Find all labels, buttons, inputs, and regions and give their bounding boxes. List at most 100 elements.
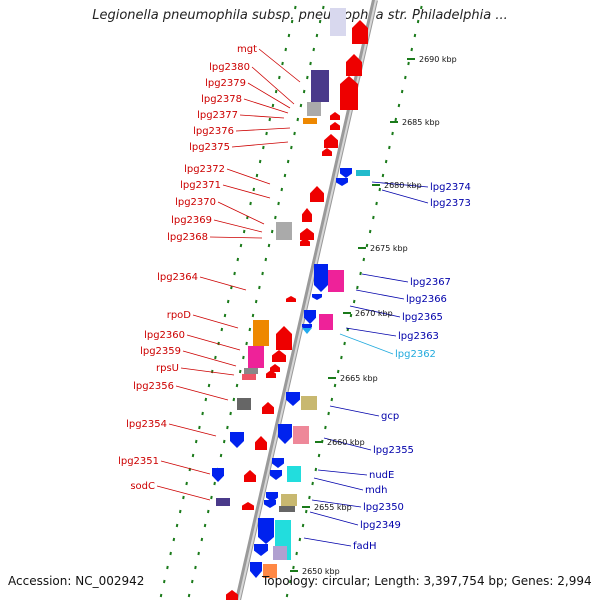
gene-label: lpg2364 — [157, 272, 198, 283]
tick-mark — [284, 47, 288, 52]
leader-line — [180, 367, 235, 376]
tick-mark — [251, 313, 255, 318]
tick-mark — [210, 495, 213, 500]
gene-arrow — [266, 492, 278, 502]
gene-box — [276, 222, 292, 240]
tick-mark — [301, 523, 305, 528]
tick-mark — [306, 75, 309, 80]
gene-arrow — [258, 518, 274, 544]
tick-mark — [226, 425, 229, 430]
gene-box — [279, 506, 295, 512]
tick-mark — [359, 271, 362, 276]
leader-line — [303, 537, 352, 547]
tick-mark — [245, 341, 248, 346]
tick-mark — [304, 509, 308, 514]
gene-arrow — [270, 470, 282, 480]
gene-label: lpg2370 — [175, 197, 216, 208]
tick-mark — [207, 383, 211, 388]
gene-label: rpoD — [167, 310, 192, 321]
gene-label: lpg2377 — [197, 110, 238, 121]
tick-mark — [200, 537, 204, 542]
tick-mark — [213, 481, 216, 486]
leader-line — [251, 66, 295, 105]
gene-arrow — [330, 112, 340, 120]
gene-label: lpg2367 — [410, 277, 451, 288]
leader-lines — [156, 48, 429, 547]
gene-arrow — [286, 392, 300, 406]
leader-line — [329, 405, 380, 417]
tick-mark — [362, 257, 366, 262]
tick-mark — [204, 397, 208, 402]
tick-mark — [239, 243, 243, 248]
gene-box — [303, 118, 317, 124]
kbp-mark: 2670 kbp — [355, 309, 393, 318]
tick-mark — [410, 47, 414, 52]
kbp-mark: 2660 kbp — [327, 438, 365, 447]
tick-mark — [324, 425, 327, 430]
tick-mark — [185, 481, 188, 486]
tick-mark — [404, 75, 407, 80]
tick-mark — [191, 453, 195, 458]
tick-mark — [311, 481, 314, 486]
gene-box — [248, 346, 264, 368]
tick-mark — [314, 467, 318, 472]
tick-mark — [182, 495, 185, 500]
tick-mark — [236, 257, 240, 262]
gene-label: lpg2350 — [363, 502, 404, 513]
leader-line — [339, 333, 394, 355]
leader-line — [345, 327, 397, 337]
gene-arrow — [330, 122, 340, 130]
leader-line — [258, 48, 301, 83]
tick-mark — [340, 355, 343, 360]
leader-line — [355, 289, 405, 300]
tick-mark — [229, 411, 232, 416]
tick-mark — [293, 131, 296, 136]
accession-label: Accession: NC_002942 — [8, 574, 145, 588]
gene-box — [237, 398, 251, 410]
gene-arrow — [310, 186, 324, 202]
gene-label: gcp — [381, 411, 399, 422]
leader-line — [235, 127, 291, 132]
leader-line — [239, 114, 285, 119]
tick-mark — [336, 369, 340, 374]
gene-label: fadH — [353, 541, 377, 552]
gene-arrow — [302, 328, 312, 334]
tick-mark — [233, 271, 236, 276]
gene-arrow — [230, 432, 244, 448]
kbp-mark: 2665 kbp — [340, 374, 378, 383]
tick-mark — [296, 117, 300, 122]
tick-mark — [194, 565, 197, 570]
gene-label: lpg2374 — [430, 182, 471, 193]
gene-arrow — [304, 310, 316, 324]
tick-mark — [397, 103, 401, 108]
leader-line — [309, 511, 359, 526]
tick-mark — [378, 187, 382, 192]
tick-mark — [190, 579, 194, 584]
tick-mark — [258, 285, 261, 290]
tick-mark — [298, 537, 302, 542]
tick-mark — [222, 439, 226, 444]
gene-label: mdh — [365, 485, 387, 496]
tick-mark — [201, 411, 204, 416]
gene-label: lpg2380 — [209, 62, 250, 73]
leader-line — [311, 499, 362, 508]
leader-line — [217, 201, 265, 225]
tick-mark — [416, 19, 420, 24]
tick-mark — [280, 187, 284, 192]
tick-mark — [309, 61, 312, 66]
tick-mark — [365, 243, 369, 248]
gene-label: lpg2366 — [406, 294, 447, 305]
gene-box — [293, 426, 309, 444]
gene-box — [244, 368, 258, 374]
tick-mark — [290, 145, 293, 150]
tick-mark — [175, 523, 179, 528]
tick-mark — [368, 229, 372, 234]
tick-mark — [302, 89, 306, 94]
tick-mark — [258, 159, 262, 164]
gene-box — [328, 270, 344, 292]
gene-arrow — [226, 590, 238, 600]
tick-mark — [317, 453, 321, 458]
tick-mark — [271, 103, 275, 108]
tick-mark — [388, 145, 391, 150]
